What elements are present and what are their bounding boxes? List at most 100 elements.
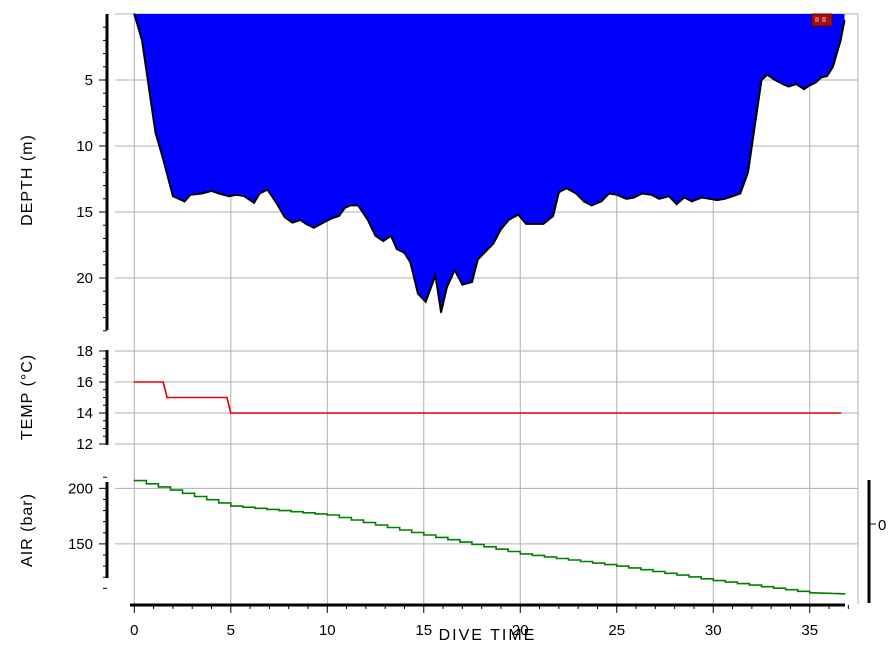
depth-point	[507, 219, 510, 221]
depth-point	[575, 192, 578, 195]
depth-point	[253, 201, 255, 204]
depth-point	[747, 171, 749, 174]
temp-point	[226, 396, 228, 399]
depth-tick-label: 15	[76, 204, 93, 221]
depth-point	[534, 223, 537, 225]
temp-line	[134, 381, 841, 414]
depth-point	[500, 228, 502, 230]
depth-point	[583, 200, 585, 203]
end-marker-glyph	[822, 17, 826, 22]
air-point	[615, 565, 618, 567]
depth-point	[390, 234, 392, 237]
air-tick-label: 150	[68, 536, 93, 553]
depth-point	[453, 269, 456, 271]
depth-point	[276, 203, 278, 205]
x-tick-label: 0	[130, 622, 138, 639]
temp-point	[839, 412, 842, 414]
depth-point	[615, 194, 618, 196]
depth-point	[218, 192, 221, 195]
depth-point	[683, 196, 686, 199]
depth-point	[542, 223, 545, 225]
depth-point	[424, 300, 427, 303]
air-tick-label: 200	[68, 480, 93, 497]
air-point	[229, 505, 232, 507]
depth-point	[299, 219, 302, 221]
depth-area-fill	[134, 14, 845, 313]
depth-point	[787, 85, 790, 88]
depth-point	[162, 158, 165, 160]
depth-point	[183, 200, 186, 203]
depth-point	[471, 281, 473, 283]
depth-point	[781, 83, 784, 85]
depth-point	[803, 88, 805, 91]
depth-point	[291, 221, 294, 224]
end-marker-glyph	[815, 17, 819, 22]
x-tick-label: 35	[801, 622, 818, 639]
depth-point	[641, 192, 643, 195]
depth-point	[658, 198, 661, 200]
depth-point	[795, 83, 798, 85]
depth-point	[760, 79, 763, 81]
depth-point	[446, 286, 448, 289]
x-tick-label: 10	[319, 622, 336, 639]
depth-point	[739, 192, 742, 195]
depth-point	[141, 39, 143, 42]
depth-point	[766, 73, 769, 76]
air-point	[808, 591, 811, 594]
depth-point	[403, 252, 406, 254]
temp-axis-title: TEMP (°C)	[19, 354, 36, 440]
depth-tick-label: 5	[85, 72, 93, 89]
depth-point	[312, 227, 315, 229]
depth-point	[832, 66, 834, 68]
temp-tick-label: 16	[76, 374, 93, 391]
air-point	[326, 514, 329, 516]
depth-axis-title: DEPTH (m)	[19, 134, 36, 226]
depth-point	[558, 191, 560, 193]
x-tick-label: 25	[608, 622, 625, 639]
depth-point	[357, 204, 359, 207]
depth-point	[492, 242, 495, 245]
x-axis-title: DIVE TIME	[439, 627, 537, 644]
depth-point	[235, 194, 238, 196]
x-tick-label: 15	[415, 622, 432, 639]
depth-point	[367, 219, 369, 221]
depth-point	[258, 192, 261, 195]
depth-point	[343, 207, 346, 209]
temp-point	[133, 381, 136, 383]
depth-point	[600, 200, 603, 203]
temp-tick-label: 12	[76, 436, 93, 453]
depth-point	[675, 203, 678, 205]
depth-point	[691, 200, 693, 203]
depth-point	[461, 283, 464, 286]
depth-point	[409, 261, 412, 263]
depth-point	[565, 187, 568, 190]
depth-point	[625, 198, 628, 200]
temp-point	[162, 381, 165, 383]
depth-point	[172, 195, 174, 197]
depth-point	[417, 293, 419, 295]
air-point	[712, 579, 715, 582]
depth-point	[133, 13, 136, 15]
air-point	[519, 553, 522, 555]
depth-point	[305, 223, 307, 225]
depth-point	[716, 199, 718, 201]
depth-tick-label: 10	[76, 138, 93, 155]
depth-point	[754, 118, 757, 121]
depth-point	[201, 192, 203, 195]
depth-tick-label: 20	[76, 270, 93, 287]
depth-point	[608, 192, 610, 195]
depth-point	[382, 240, 385, 242]
x-tick-label: 5	[227, 622, 235, 639]
depth-point	[395, 248, 398, 250]
depth-point	[814, 81, 817, 84]
temp-tick-label: 18	[76, 343, 93, 360]
depth-point	[525, 223, 527, 225]
depth-point	[147, 79, 149, 81]
depth-point	[228, 195, 230, 197]
depth-point	[330, 217, 332, 220]
depth-point	[477, 258, 479, 261]
depth-point	[650, 194, 653, 196]
depth-point	[774, 79, 776, 81]
depth-area-layer	[133, 13, 846, 314]
